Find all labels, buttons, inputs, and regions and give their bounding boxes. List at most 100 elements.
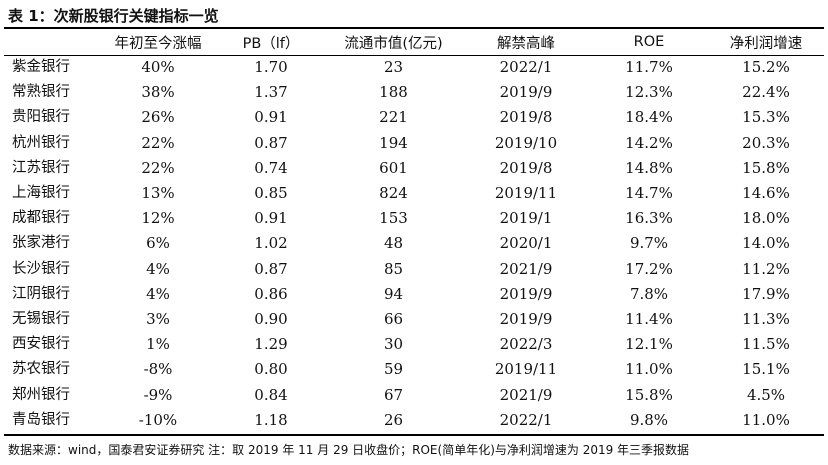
cell-unlock-peak: 2019/8 <box>499 158 553 177</box>
header-rule <box>4 55 824 56</box>
cell-profit-growth: 11.3% <box>742 309 790 328</box>
cell-float-cap: 188 <box>379 83 408 102</box>
cell-float-cap: 221 <box>379 108 408 127</box>
cell-unlock-peak: 2019/10 <box>494 133 558 152</box>
cell-profit-growth: 20.3% <box>742 133 790 152</box>
cell-float-cap: 601 <box>379 158 408 177</box>
cell-bank-name: 长沙银行 <box>12 260 70 277</box>
cell-ytd-change: -9% <box>143 385 173 404</box>
table-row: 苏农银行 -8% 0.80 59 2019/11 11.0% 15.1% <box>4 357 824 382</box>
table-row: 成都银行 12% 0.91 153 2019/1 16.3% 18.0% <box>4 206 824 231</box>
header-roe: ROE <box>633 34 665 50</box>
cell-ytd-change: 6% <box>146 234 170 253</box>
cell-ytd-change: 3% <box>146 309 170 328</box>
cell-roe: 18.4% <box>625 108 673 127</box>
cell-ytd-change: 1% <box>146 335 170 354</box>
top-rule <box>4 27 824 29</box>
cell-roe: 17.2% <box>625 259 673 278</box>
cell-pb: 1.37 <box>254 83 288 102</box>
cell-roe: 11.7% <box>625 58 673 77</box>
cell-ytd-change: 38% <box>141 83 175 102</box>
cell-roe: 7.8% <box>629 284 669 303</box>
cell-profit-growth: 15.8% <box>742 158 790 177</box>
cell-ytd-change: 40% <box>141 58 175 77</box>
cell-ytd-change: 22% <box>141 158 175 177</box>
cell-bank-name: 江阴银行 <box>12 285 70 302</box>
cell-unlock-peak: 2021/9 <box>499 259 553 278</box>
cell-ytd-change: 4% <box>146 284 170 303</box>
cell-profit-growth: 14.0% <box>742 234 790 253</box>
cell-bank-name: 江苏银行 <box>12 159 70 176</box>
cell-ytd-change: 13% <box>141 184 175 203</box>
header-float-cap: 流通市值(亿元) <box>344 35 443 52</box>
cell-float-cap: 153 <box>379 209 408 228</box>
table-row: 西安银行 1% 1.29 30 2022/3 12.1% 11.5% <box>4 332 824 357</box>
cell-pb: 0.87 <box>254 133 288 152</box>
cell-pb: 0.84 <box>254 385 288 404</box>
table-row: 常熟银行 38% 1.37 188 2019/9 12.3% 22.4% <box>4 80 824 105</box>
cell-pb: 0.91 <box>254 108 288 127</box>
cell-profit-growth: 15.1% <box>742 360 790 379</box>
cell-float-cap: 66 <box>383 309 404 328</box>
cell-ytd-change: 26% <box>141 108 175 127</box>
cell-bank-name: 青岛银行 <box>12 411 70 428</box>
cell-ytd-change: 12% <box>141 209 175 228</box>
header-profit-growth: 净利润增速 <box>729 35 803 52</box>
cell-unlock-peak: 2019/9 <box>499 284 553 303</box>
header-ytd-change: 年初至今涨幅 <box>114 35 202 52</box>
cell-roe: 12.3% <box>625 83 673 102</box>
cell-unlock-peak: 2022/1 <box>499 58 553 77</box>
cell-unlock-peak: 2020/1 <box>499 234 553 253</box>
cell-unlock-peak: 2022/3 <box>499 335 553 354</box>
cell-bank-name: 郑州银行 <box>12 386 70 403</box>
cell-unlock-peak: 2019/8 <box>499 108 553 127</box>
cell-ytd-change: 4% <box>146 259 170 278</box>
cell-roe: 9.8% <box>629 410 669 429</box>
cell-pb: 1.02 <box>254 234 288 253</box>
cell-unlock-peak: 2019/11 <box>494 360 558 379</box>
table-row: 青岛银行 -10% 1.18 26 2022/1 9.8% 11.0% <box>4 408 824 433</box>
cell-roe: 14.2% <box>625 133 673 152</box>
cell-ytd-change: 22% <box>141 133 175 152</box>
table-row: 长沙银行 4% 0.87 85 2021/9 17.2% 11.2% <box>4 257 824 282</box>
table-row: 贵阳银行 26% 0.91 221 2019/8 18.4% 15.3% <box>4 105 824 130</box>
cell-bank-name: 西安银行 <box>12 336 70 353</box>
table-row: 江阴银行 4% 0.86 94 2019/9 7.8% 17.9% <box>4 282 824 307</box>
cell-bank-name: 张家港行 <box>12 235 70 252</box>
cell-pb: 0.86 <box>254 284 288 303</box>
cell-roe: 14.8% <box>625 158 673 177</box>
cell-float-cap: 67 <box>383 385 404 404</box>
cell-unlock-peak: 2022/1 <box>499 410 553 429</box>
cell-pb: 0.91 <box>254 209 288 228</box>
cell-unlock-peak: 2019/1 <box>499 209 553 228</box>
cell-float-cap: 59 <box>383 360 404 379</box>
header-unlock-peak: 解禁高峰 <box>497 35 555 52</box>
bottom-rule <box>4 434 824 436</box>
cell-roe: 11.4% <box>625 309 673 328</box>
cell-bank-name: 上海银行 <box>12 185 70 202</box>
cell-bank-name: 杭州银行 <box>12 134 70 151</box>
source-note: 数据来源：wind，国泰君安证券研究 注：取 2019 年 11 月 29 日收… <box>8 443 690 457</box>
cell-roe: 11.0% <box>625 360 673 379</box>
cell-unlock-peak: 2019/9 <box>499 83 553 102</box>
cell-roe: 15.8% <box>625 385 673 404</box>
table-row: 江苏银行 22% 0.74 601 2019/8 14.8% 15.8% <box>4 156 824 181</box>
table-row: 郑州银行 -9% 0.84 67 2021/9 15.8% 4.5% <box>4 382 824 407</box>
cell-float-cap: 94 <box>383 284 404 303</box>
cell-profit-growth: 11.5% <box>742 335 790 354</box>
cell-unlock-peak: 2019/9 <box>499 309 553 328</box>
header-row: 年初至今涨幅 PB（lf） 流通市值(亿元) 解禁高峰 ROE 净利润增速 <box>4 29 824 55</box>
table-title: 表 1：次新股银行关键指标一览 <box>8 7 219 25</box>
cell-profit-growth: 18.0% <box>742 209 790 228</box>
cell-profit-growth: 14.6% <box>742 184 790 203</box>
cell-roe: 14.7% <box>625 184 673 203</box>
table-row: 紫金银行 40% 1.70 23 2022/1 11.7% 15.2% <box>4 55 824 80</box>
cell-float-cap: 48 <box>383 234 404 253</box>
cell-profit-growth: 11.0% <box>742 410 790 429</box>
cell-bank-name: 紫金银行 <box>12 59 70 76</box>
cell-float-cap: 85 <box>383 259 404 278</box>
cell-profit-growth: 11.2% <box>742 259 790 278</box>
cell-unlock-peak: 2019/11 <box>494 184 558 203</box>
cell-float-cap: 30 <box>383 335 404 354</box>
cell-bank-name: 贵阳银行 <box>12 109 70 126</box>
